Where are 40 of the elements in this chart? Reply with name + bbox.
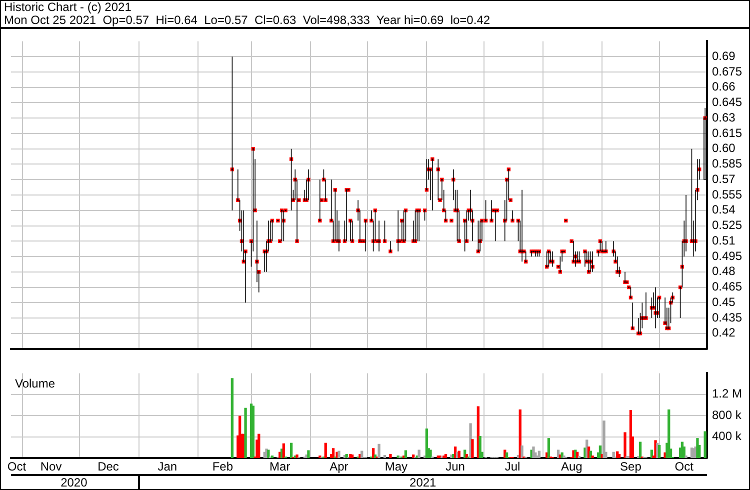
chart-title: Historic Chart - (c) 2021	[4, 0, 132, 14]
x-tick-label: Sep	[620, 460, 642, 474]
y-tick-label: 0.54	[712, 202, 736, 217]
y-tick-label: 800 k	[712, 408, 742, 422]
y-tick-label: 0.60	[712, 141, 736, 156]
x-tick-label: Aug	[560, 460, 582, 474]
x-tick-label: Jan	[158, 460, 178, 474]
x-tick-label: Nov	[40, 460, 62, 474]
x2-tick-label: 2020	[60, 476, 88, 490]
y-tick-label: 0.51	[712, 233, 736, 248]
y-tick-label: 1.2 M	[712, 386, 742, 401]
x-tick-label: Dec	[98, 460, 119, 474]
x-tick-label: May	[384, 460, 408, 474]
y-tick-label: 0.615	[712, 126, 742, 140]
y-tick-label: 0.585	[712, 156, 742, 171]
y-tick-label: 0.645	[712, 95, 742, 110]
chart-title: Volume	[15, 376, 56, 391]
x2-tick-label: 2021	[410, 476, 437, 490]
y-tick-label: 0.66	[712, 80, 736, 94]
y-tick-label: 0.465	[712, 280, 742, 294]
y-tick-label: 0.675	[712, 64, 742, 78]
x-tick-label: Jun	[446, 460, 465, 474]
x-tick-label: Feb	[212, 460, 234, 474]
y-tick-label: 0.45	[712, 294, 736, 309]
y-tick-label: 0.69	[712, 48, 736, 63]
x-tick-label: Oct	[7, 460, 27, 474]
y-tick-label: 0.555	[712, 187, 742, 202]
x-tick-label: Mar	[270, 460, 290, 474]
x-tick-label: Oct	[674, 460, 694, 474]
y-tick-label: 0.435	[712, 310, 742, 324]
chart-subtitle: Mon Oct 25 2021 Op=0.57 Hi=0.64 Lo=0.57 Cl=0.63 Vol=498,333 Year hi=0.69 lo=0.42	[4, 13, 492, 27]
y-tick-label: 0.63	[712, 110, 736, 124]
y-tick-label: 0.57	[712, 172, 736, 186]
x-tick-label: Apr	[330, 460, 348, 474]
y-tick-label: 0.495	[712, 248, 742, 263]
x-tick-label: Jul	[504, 460, 520, 474]
y-tick-label: 0.48	[712, 264, 736, 278]
y-tick-label: 400 k	[712, 429, 742, 444]
y-tick-label: 0.42	[712, 326, 736, 340]
y-tick-label: 0.525	[712, 218, 742, 232]
